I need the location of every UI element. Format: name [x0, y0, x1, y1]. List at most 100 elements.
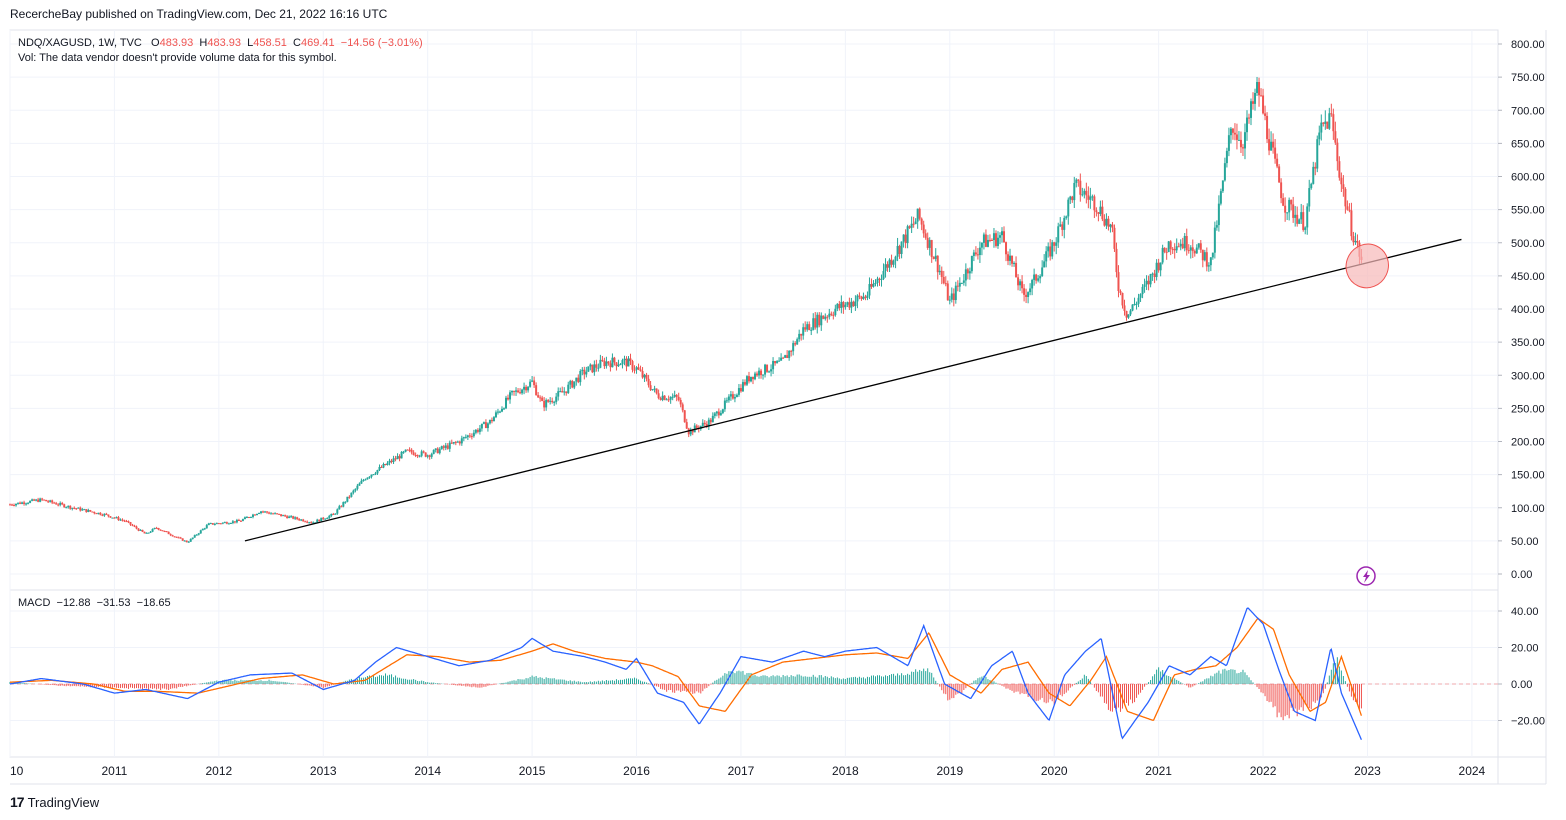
candle-up: [834, 308, 837, 316]
candle-down: [280, 514, 283, 517]
candle-up: [1250, 101, 1253, 118]
macd-label[interactable]: MACD: [18, 597, 51, 609]
candle-down: [956, 285, 959, 287]
candle-down: [782, 357, 785, 359]
candle-up: [448, 442, 451, 449]
candle-up: [1109, 224, 1112, 227]
candle-down: [615, 362, 618, 367]
candle-down: [424, 452, 427, 457]
candle-down: [169, 534, 172, 536]
candle-down: [551, 400, 554, 403]
candle-up: [707, 419, 710, 427]
candle-down: [57, 504, 60, 506]
candle-down: [625, 358, 628, 367]
candle-down: [51, 500, 54, 503]
candle-down: [1336, 142, 1339, 162]
candle-up: [334, 513, 337, 515]
candle-up: [115, 517, 118, 519]
candle-up: [25, 503, 28, 505]
candle-down: [127, 521, 130, 523]
candle-up: [77, 507, 80, 509]
candle-up: [796, 339, 799, 345]
candle-down: [1053, 242, 1056, 246]
candle-down: [1348, 209, 1351, 211]
candle-up: [498, 411, 501, 413]
candle-down: [659, 398, 662, 400]
candle-up: [494, 412, 497, 418]
candle-up: [1189, 247, 1192, 251]
candle-up: [344, 501, 347, 503]
candle-down: [1290, 199, 1293, 205]
candle-up: [768, 371, 771, 373]
candle-up: [992, 233, 995, 241]
candle-down: [450, 442, 453, 444]
candle-up: [1063, 217, 1066, 230]
candle-down: [1274, 147, 1277, 159]
time-tick-label: 10: [10, 764, 24, 778]
price-tick-label: 300.00: [1511, 370, 1545, 382]
candle-down: [1021, 281, 1024, 289]
candle-up: [480, 423, 483, 429]
candle-up: [635, 367, 638, 370]
candle-up: [81, 509, 84, 511]
candle-up: [970, 255, 973, 272]
candle-up: [792, 343, 795, 352]
candle-down: [766, 364, 769, 372]
candle-up: [605, 361, 608, 367]
candle-up: [400, 451, 403, 459]
candle-up: [1207, 265, 1210, 267]
candle-up: [251, 514, 254, 517]
candle-up: [916, 208, 919, 222]
candle-up: [432, 449, 435, 454]
candle-up: [39, 498, 42, 502]
candle-up: [496, 411, 499, 413]
candle-down: [175, 536, 178, 538]
candle-up: [764, 364, 767, 375]
symbol-label[interactable]: NDQ/XAGUSD, 1W, TVC: [18, 37, 142, 49]
candle-up: [569, 380, 572, 385]
candle-down: [1015, 262, 1018, 278]
candle-up: [456, 441, 459, 443]
candle-up: [316, 519, 319, 523]
candle-down: [1177, 246, 1180, 248]
candle-up: [452, 442, 455, 444]
candle-up: [338, 506, 341, 510]
candle-down: [908, 226, 911, 228]
candle-up: [986, 239, 989, 247]
candle-up: [59, 502, 62, 505]
candle-down: [1017, 277, 1020, 286]
tradingview-watermark[interactable]: 17 TradingView: [10, 794, 99, 810]
close-value: 469.41: [300, 37, 335, 49]
candle-down: [663, 395, 666, 400]
candle-down: [1262, 95, 1265, 114]
candle-up: [474, 429, 477, 433]
candle-down: [1193, 251, 1196, 254]
highlight-circle: [1345, 243, 1389, 289]
candle-up: [978, 247, 981, 256]
candle-down: [685, 422, 688, 429]
candle-up: [780, 357, 783, 361]
candle-up: [758, 370, 761, 376]
candle-down: [181, 538, 184, 541]
candle-down: [276, 513, 279, 515]
candle-down: [547, 399, 550, 402]
candle-down: [924, 233, 927, 238]
candle-up: [388, 460, 391, 463]
lightning-icon[interactable]: [1356, 566, 1376, 586]
candle-up: [1141, 286, 1144, 295]
candle-down: [1049, 246, 1052, 257]
candle-down: [1157, 262, 1160, 271]
candle-down: [1185, 235, 1188, 251]
candle-down: [9, 504, 11, 506]
candle-down: [1095, 210, 1098, 213]
candle-up: [229, 523, 232, 525]
candle-down: [1115, 248, 1118, 273]
macd-line: [9, 607, 1362, 740]
candle-down: [69, 505, 72, 509]
candle-down: [107, 514, 110, 517]
candle-down: [1268, 139, 1271, 151]
candle-down: [217, 523, 220, 525]
candle-down: [159, 529, 162, 531]
candle-down: [1147, 280, 1150, 285]
